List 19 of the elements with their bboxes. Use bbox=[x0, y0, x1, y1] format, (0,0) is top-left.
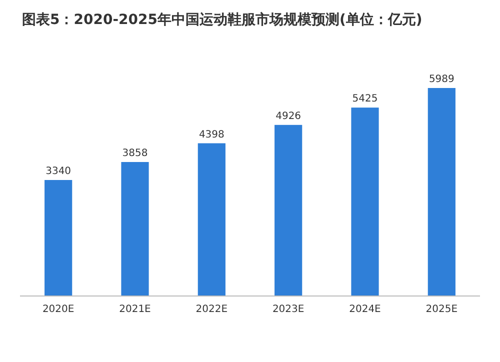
bar bbox=[274, 124, 302, 296]
x-tick-label: 2020E bbox=[42, 304, 74, 315]
data-label: 5989 bbox=[428, 74, 454, 85]
chart-title: 图表5：2020-2025年中国运动鞋服市场规模预测(单位：亿元) bbox=[22, 11, 422, 28]
x-tick-label: 2024E bbox=[349, 304, 381, 315]
data-label: 5425 bbox=[352, 94, 378, 105]
bar bbox=[121, 162, 149, 296]
x-tick-label: 2023E bbox=[272, 304, 304, 315]
x-tick-label: 2021E bbox=[119, 304, 151, 315]
bar bbox=[428, 88, 456, 296]
bar bbox=[198, 143, 226, 296]
x-tick-label: 2022E bbox=[196, 304, 228, 315]
bar bbox=[44, 180, 72, 296]
data-label: 3858 bbox=[122, 148, 148, 160]
data-label: 4926 bbox=[276, 110, 302, 122]
x-tick-label: 2025E bbox=[426, 304, 458, 315]
data-label: 4398 bbox=[198, 129, 224, 140]
bar bbox=[351, 108, 379, 296]
data-label: 3340 bbox=[46, 166, 72, 177]
